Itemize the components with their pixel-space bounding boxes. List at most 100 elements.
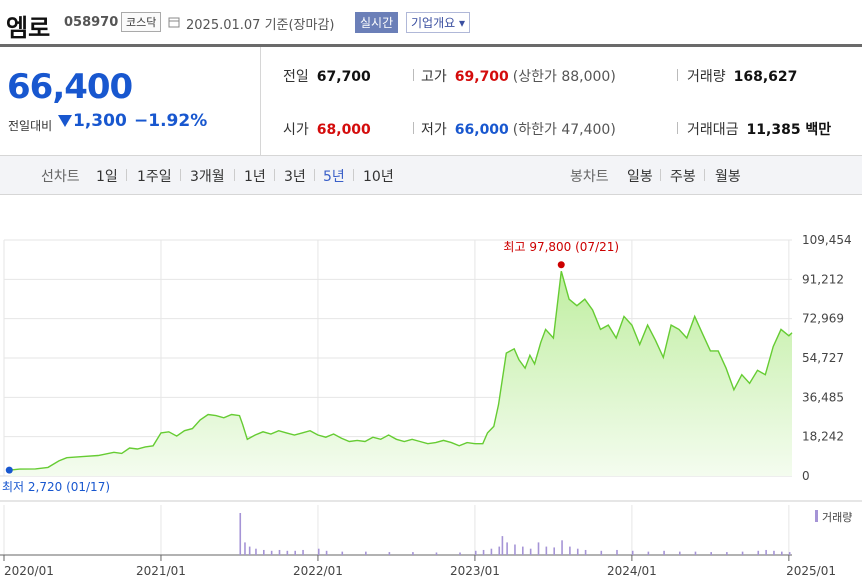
period-bar: 선차트 1일 1주일 3개월 1년 3년 5년 10년 봉차트 일봉 주봉 월봉	[0, 156, 862, 195]
volume-bar	[757, 550, 760, 555]
lower-limit: (하한가 47,400)	[512, 122, 616, 138]
price-line	[10, 271, 793, 471]
high-price: 고가 69,700 (상한가 88,000)	[421, 66, 616, 86]
period-5y[interactable]: 5년	[323, 169, 345, 185]
volume-bar	[325, 550, 328, 555]
y-tick-label: 18,242	[802, 430, 844, 444]
min-marker	[5, 466, 13, 474]
volume-bar	[553, 547, 556, 555]
volume: 거래량 168,627	[687, 66, 797, 86]
price-area	[10, 271, 793, 476]
period-1d[interactable]: 1일	[96, 169, 118, 185]
upper-limit: (상한가 88,000)	[512, 69, 616, 85]
divider	[314, 169, 315, 181]
volume-bar	[710, 552, 712, 555]
period-3m[interactable]: 3개월	[190, 169, 225, 185]
change-value: 1,300	[58, 111, 127, 131]
price-box: 66,400 전일대비 1,300 −1.92%	[0, 47, 261, 155]
volume-bar	[244, 542, 246, 555]
divider	[234, 169, 235, 181]
low-label: 저가	[421, 122, 447, 138]
down-triangle-icon	[58, 115, 72, 127]
y-tick-label: 54,727	[802, 351, 844, 365]
volume-bar	[278, 549, 281, 555]
volume-bar	[435, 552, 438, 555]
y-tick-label: 36,485	[802, 390, 844, 404]
low-value: 66,000	[454, 122, 509, 138]
high-label: 고가	[421, 69, 447, 85]
calendar-icon	[168, 17, 180, 28]
prev-close: 전일 67,700	[283, 66, 371, 86]
volume-bar	[616, 549, 618, 555]
volume-bar	[694, 551, 697, 555]
volume-bar	[514, 544, 516, 555]
open-price: 시가 68,000	[283, 119, 371, 139]
volume-bar	[741, 551, 744, 555]
y-tick-label: 91,212	[802, 272, 844, 286]
divider	[126, 169, 127, 181]
volume-bar	[294, 550, 296, 555]
volume-bar	[545, 546, 548, 555]
volume-bar	[506, 542, 508, 555]
volume-bar	[412, 552, 414, 555]
realtime-button[interactable]: 실시간	[355, 12, 399, 33]
volume-bar	[765, 549, 767, 555]
volume-bar	[529, 548, 532, 555]
candle-chart-label: 봉차트	[570, 169, 609, 185]
candle-weekly[interactable]: 주봉	[670, 169, 696, 185]
header-divider	[0, 44, 862, 47]
trade-amount-label: 거래대금	[687, 122, 739, 138]
volume-legend-swatch	[815, 510, 818, 522]
volume-bar	[576, 548, 579, 555]
divider	[704, 169, 705, 181]
stock-name: 엠로	[6, 14, 51, 42]
divider	[353, 169, 354, 181]
volume-bar	[600, 550, 603, 555]
period-3y[interactable]: 3년	[284, 169, 306, 185]
period-1w[interactable]: 1주일	[137, 169, 172, 185]
volume-bar	[498, 546, 501, 555]
volume-bar	[788, 552, 791, 555]
change-label: 전일대비	[8, 119, 53, 133]
volume-bar	[482, 549, 485, 555]
volume-bar	[726, 552, 728, 555]
divider	[274, 169, 275, 181]
max-label: 최고 97,800 (07/21)	[503, 240, 619, 254]
volume-bar	[248, 546, 251, 555]
period-10y[interactable]: 10년	[363, 169, 394, 185]
volume-bar	[388, 552, 391, 555]
divider	[180, 169, 181, 181]
open-label: 시가	[283, 122, 309, 138]
divider	[660, 169, 661, 181]
volume-bar	[631, 550, 634, 555]
trade-amount: 거래대금 11,385 백만	[687, 119, 831, 139]
prev-close-label: 전일	[283, 69, 309, 85]
x-tick-label: 2020/01	[4, 564, 54, 578]
volume-label: 거래량	[687, 69, 726, 85]
company-overview-button[interactable]: 기업개요 ▾	[406, 12, 470, 33]
volume-bar	[365, 551, 367, 555]
y-tick-label: 72,969	[802, 312, 844, 326]
prev-close-value: 67,700	[316, 69, 371, 85]
current-price: 66,400	[7, 67, 133, 107]
period-1y[interactable]: 1년	[244, 169, 266, 185]
volume-bar	[474, 550, 477, 555]
candle-monthly[interactable]: 월봉	[715, 169, 741, 185]
volume-bar	[255, 548, 257, 555]
volume-bar	[270, 550, 273, 555]
volume-value: 168,627	[733, 69, 798, 85]
volume-bar	[537, 542, 540, 555]
x-tick-label: 2025/01	[786, 564, 836, 578]
divider	[677, 122, 678, 134]
x-tick-label: 2023/01	[450, 564, 500, 578]
market-badge: 코스닥	[121, 12, 162, 32]
candle-daily[interactable]: 일봉	[627, 169, 653, 185]
volume-bar	[459, 552, 461, 555]
volume-bar	[522, 546, 524, 555]
volume-bar	[302, 549, 304, 555]
x-tick-label: 2022/01	[293, 564, 343, 578]
volume-bar	[263, 549, 265, 555]
base-date: 2025.01.07 기준(장마감)	[186, 18, 335, 33]
line-chart-label: 선차트	[41, 169, 80, 185]
